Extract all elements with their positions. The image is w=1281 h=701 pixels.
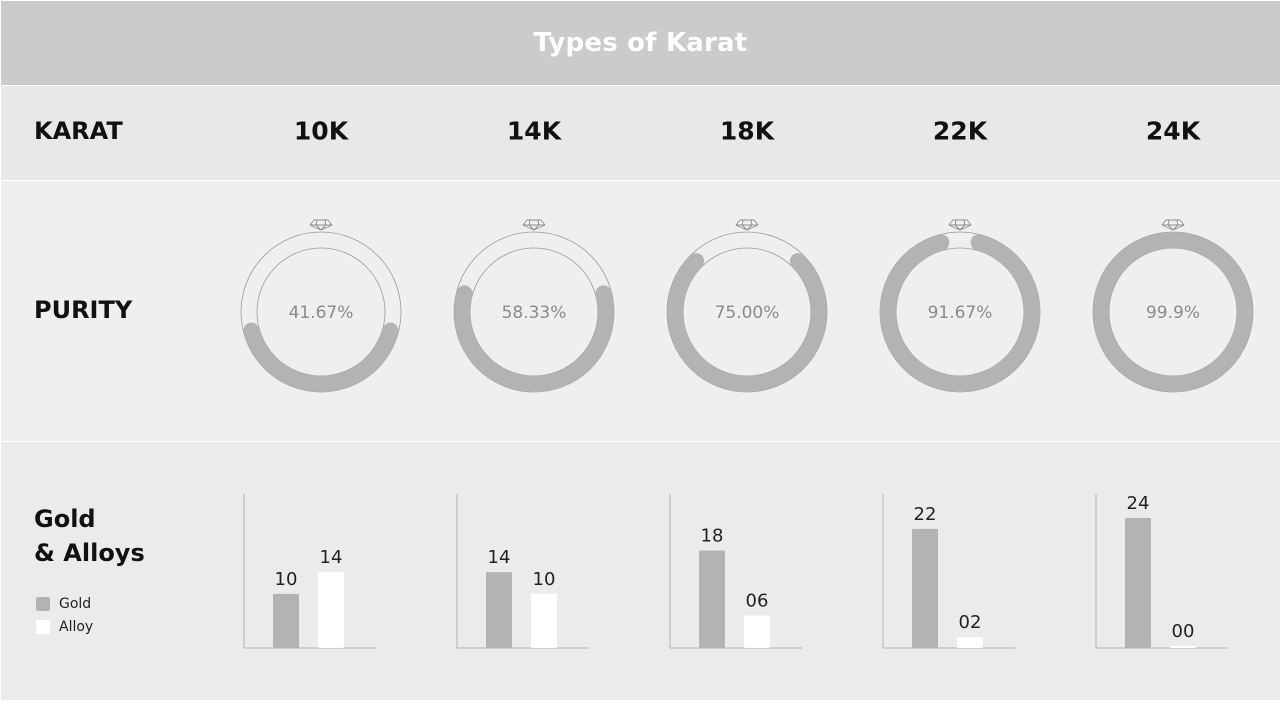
page-title: Types of Karat	[533, 28, 748, 58]
diamond-icon	[948, 219, 972, 231]
bar-label-gold-10k: 10	[275, 569, 298, 590]
diamond-icon	[735, 219, 759, 231]
title-bar: Types of Karat	[1, 1, 1280, 85]
karat-header-24k: 24K	[1145, 116, 1201, 146]
diamond-icon	[1161, 219, 1185, 231]
ring-gold-arc-18k	[667, 253, 827, 392]
bar-gold-24k	[1125, 518, 1151, 648]
legend-label-alloy: Alloy	[59, 618, 94, 635]
diamond-icon	[522, 219, 546, 231]
bar-alloy-14k	[531, 593, 557, 648]
ring-gold-arc-22k	[880, 234, 1040, 392]
bar-label-alloy-14k: 10	[533, 569, 556, 590]
karat-row-label: KARAT	[34, 117, 123, 145]
bar-label-alloy-18k: 06	[746, 591, 769, 612]
bar-label-gold-24k: 24	[1127, 493, 1150, 514]
gold-alloys-title-line1: Gold	[34, 505, 96, 533]
bar-alloy-10k	[318, 572, 344, 648]
bar-alloy-24k	[1170, 646, 1196, 648]
karat-header-18k: 18K	[719, 116, 775, 146]
legend-item-gold: Gold	[36, 592, 93, 615]
bar-label-alloy-22k: 02	[959, 612, 982, 633]
bar-label-gold-14k: 14	[488, 547, 511, 568]
karat-header-14k: 14K	[506, 116, 562, 146]
bar-label-alloy-24k: 00	[1172, 621, 1195, 642]
purity-row	[1, 181, 1280, 441]
purity-value-14k: 58.33%	[502, 303, 567, 323]
bar-alloy-18k	[744, 615, 770, 648]
bar-label-gold-18k: 18	[701, 526, 724, 547]
bar-label-gold-22k: 22	[914, 504, 937, 525]
purity-value-24k: 99.9%	[1146, 303, 1200, 323]
diamond-icon	[309, 219, 333, 231]
ring-gold-arc-14k	[454, 285, 614, 392]
bar-gold-18k	[699, 550, 725, 648]
ring-gold-arc-10k	[243, 322, 399, 392]
bar-gold-14k	[486, 572, 512, 648]
legend: Gold Alloy	[36, 592, 93, 638]
legend-swatch-gold	[36, 596, 50, 611]
karat-header-10k: 10K	[293, 116, 349, 146]
ring-inner-outline-14k	[469, 247, 599, 377]
gold-alloys-title: Gold & Alloys	[34, 502, 145, 570]
bar-gold-22k	[912, 528, 938, 648]
legend-swatch-alloy	[36, 619, 50, 634]
purity-value-18k: 75.00%	[715, 303, 780, 323]
purity-value-10k: 41.67%	[289, 303, 354, 323]
purity-row-label: PURITY	[34, 296, 133, 324]
legend-item-alloy: Alloy	[36, 615, 93, 638]
bar-alloy-22k	[957, 637, 983, 648]
ring-gold-arc-24k	[1093, 232, 1253, 392]
karat-header-22k: 22K	[932, 116, 988, 146]
bar-label-alloy-10k: 14	[320, 547, 343, 568]
gold-alloys-row	[1, 442, 1280, 700]
legend-label-gold: Gold	[59, 595, 92, 612]
bar-gold-10k	[273, 593, 299, 648]
gold-alloys-title-line2: & Alloys	[34, 539, 145, 567]
purity-value-22k: 91.67%	[928, 303, 993, 323]
karat-row	[1, 86, 1280, 180]
